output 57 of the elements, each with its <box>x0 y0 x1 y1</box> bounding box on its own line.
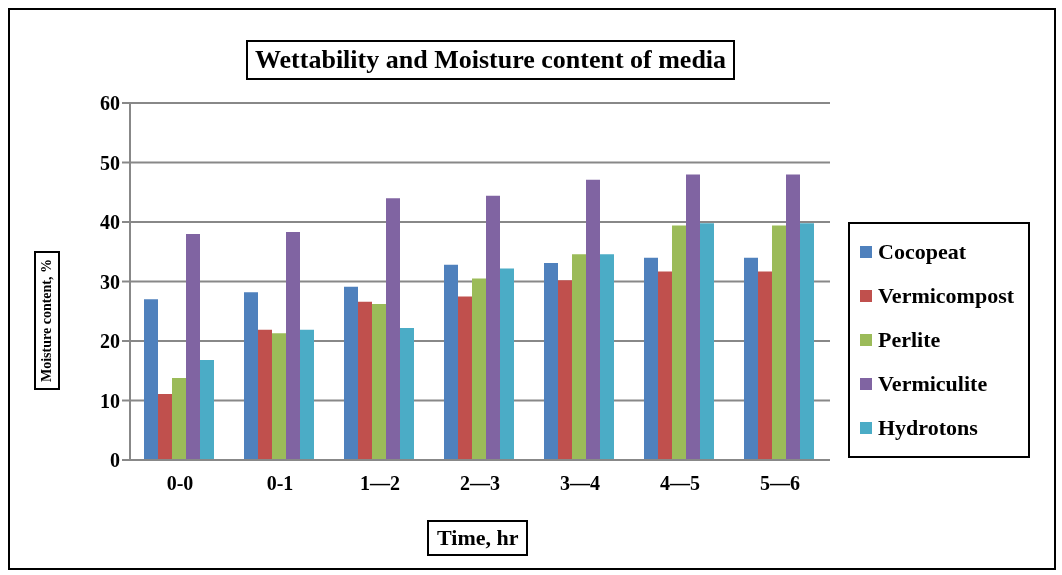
legend-label: Vermicompost <box>878 283 1015 309</box>
bar <box>644 257 658 460</box>
bar <box>672 225 686 460</box>
bar <box>600 254 614 460</box>
y-tick-label: 60 <box>100 92 120 115</box>
legend-label: Perlite <box>878 327 941 353</box>
x-tick-label: 0-0 <box>166 472 194 495</box>
bar <box>558 280 572 460</box>
x-axis-title: Time, hr <box>427 520 529 556</box>
bar <box>286 232 300 460</box>
bar <box>272 333 286 460</box>
x-tick-label: 5—6 <box>760 472 800 495</box>
bar <box>400 327 414 460</box>
legend-label: Cocopeat <box>878 239 966 265</box>
y-tick-label: 20 <box>100 330 120 353</box>
chart-title: Wettability and Moisture content of media <box>246 40 736 80</box>
bar <box>372 304 386 460</box>
bar <box>386 198 400 460</box>
bar <box>772 225 786 460</box>
bar <box>586 179 600 460</box>
x-tick-label: 0-1 <box>266 472 294 495</box>
bar <box>186 233 200 460</box>
y-tick-label: 50 <box>100 151 120 174</box>
y-tick-label: 30 <box>100 270 120 293</box>
bar <box>444 264 458 460</box>
bar <box>358 301 372 460</box>
bar <box>144 299 158 460</box>
bar <box>344 286 358 460</box>
y-tick-label: 10 <box>100 389 120 412</box>
bar <box>158 393 172 460</box>
y-axis-title: Moisture content, % <box>34 251 60 390</box>
bar <box>800 223 814 460</box>
bar <box>786 174 800 460</box>
x-tick-label: 4—5 <box>660 472 700 495</box>
y-tick-label: 40 <box>100 211 120 234</box>
bar <box>300 329 314 460</box>
bar <box>244 292 258 460</box>
bar <box>172 377 186 460</box>
x-tick-label: 3—4 <box>560 472 600 495</box>
bar <box>258 329 272 460</box>
legend-label: Hydrotons <box>878 415 978 441</box>
bar <box>458 296 472 460</box>
x-tick-label: 1—2 <box>360 472 400 495</box>
bar <box>744 257 758 460</box>
bar <box>544 263 558 460</box>
bar <box>658 271 672 460</box>
bar <box>700 223 714 460</box>
bar <box>572 254 586 460</box>
bar <box>486 195 500 460</box>
bar <box>686 174 700 460</box>
bar <box>472 278 486 460</box>
y-tick-label: 0 <box>110 449 120 472</box>
bar <box>758 271 772 460</box>
bar <box>200 360 214 460</box>
x-tick-label: 2—3 <box>460 472 500 495</box>
bar <box>500 268 514 460</box>
legend-label: Vermiculite <box>878 371 988 397</box>
